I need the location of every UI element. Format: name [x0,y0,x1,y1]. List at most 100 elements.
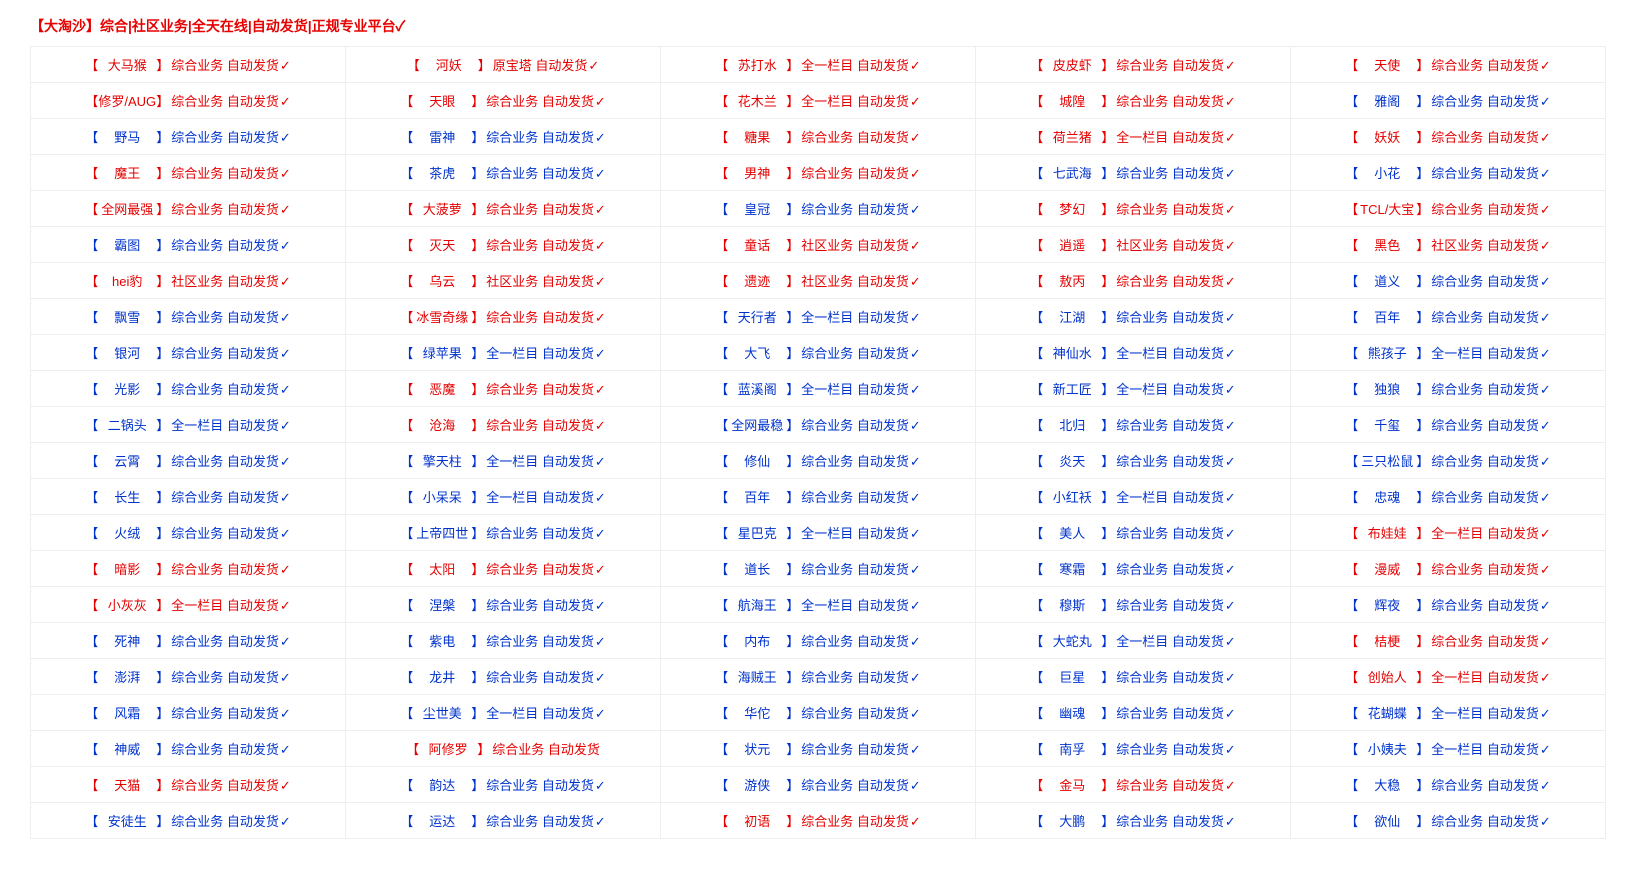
shop-link[interactable]: 【七武海】综合业务 自动发货✓ [976,155,1291,191]
shop-link[interactable]: 【道义】综合业务 自动发货✓ [1291,263,1606,299]
shop-link[interactable]: 【花木兰】全一栏目 自动发货✓ [661,83,976,119]
shop-link[interactable]: 【航海王】全一栏目 自动发货✓ [661,587,976,623]
shop-link[interactable]: 【糖果】综合业务 自动发货✓ [661,119,976,155]
shop-link[interactable]: 【hei豹】社区业务 自动发货✓ [31,263,346,299]
shop-link[interactable]: 【安徒生】综合业务 自动发货✓ [31,803,346,839]
shop-link[interactable]: 【大鹏】综合业务 自动发货✓ [976,803,1291,839]
shop-link[interactable]: 【幽魂】综合业务 自动发货✓ [976,695,1291,731]
shop-link[interactable]: 【布娃娃】全一栏目 自动发货✓ [1291,515,1606,551]
shop-link[interactable]: 【皮皮虾】综合业务 自动发货✓ [976,47,1291,83]
shop-link[interactable]: 【大蛇丸】全一栏目 自动发货✓ [976,623,1291,659]
shop-link[interactable]: 【状元】综合业务 自动发货✓ [661,731,976,767]
shop-link[interactable]: 【乌云】社区业务 自动发货✓ [346,263,661,299]
shop-link[interactable]: 【运达】综合业务 自动发货✓ [346,803,661,839]
shop-link[interactable]: 【桔梗】综合业务 自动发货✓ [1291,623,1606,659]
shop-link[interactable]: 【穆斯】综合业务 自动发货✓ [976,587,1291,623]
shop-link[interactable]: 【江湖】综合业务 自动发货✓ [976,299,1291,335]
shop-link[interactable]: 【绿苹果】全一栏目 自动发货✓ [346,335,661,371]
shop-link[interactable]: 【童话】社区业务 自动发货✓ [661,227,976,263]
shop-link[interactable]: 【神威】综合业务 自动发货✓ [31,731,346,767]
shop-link[interactable]: 【梦幻】综合业务 自动发货✓ [976,191,1291,227]
shop-link[interactable]: 【上帝四世】综合业务 自动发货✓ [346,515,661,551]
shop-link[interactable]: 【天行者】全一栏目 自动发货✓ [661,299,976,335]
shop-link[interactable]: 【修仙】综合业务 自动发货✓ [661,443,976,479]
shop-link[interactable]: 【火绒】综合业务 自动发货✓ [31,515,346,551]
shop-link[interactable]: 【忠魂】综合业务 自动发货✓ [1291,479,1606,515]
shop-link[interactable]: 【妖妖】综合业务 自动发货✓ [1291,119,1606,155]
shop-link[interactable]: 【魔王】综合业务 自动发货✓ [31,155,346,191]
shop-link[interactable]: 【北归】综合业务 自动发货✓ [976,407,1291,443]
shop-link[interactable]: 【天眼】综合业务 自动发货✓ [346,83,661,119]
shop-link[interactable]: 【百年】综合业务 自动发货✓ [1291,299,1606,335]
shop-link[interactable]: 【寒霜】综合业务 自动发货✓ [976,551,1291,587]
shop-link[interactable]: 【死神】综合业务 自动发货✓ [31,623,346,659]
shop-link[interactable]: 【炎天】综合业务 自动发货✓ [976,443,1291,479]
shop-link[interactable]: 【男神】综合业务 自动发货✓ [661,155,976,191]
shop-link[interactable]: 【天使】综合业务 自动发货✓ [1291,47,1606,83]
shop-link[interactable]: 【小灰灰】全一栏目 自动发货✓ [31,587,346,623]
shop-link[interactable]: 【暗影】综合业务 自动发货✓ [31,551,346,587]
shop-link[interactable]: 【独狼】综合业务 自动发货✓ [1291,371,1606,407]
shop-link[interactable]: 【海贼王】综合业务 自动发货✓ [661,659,976,695]
shop-link[interactable]: 【欲仙】综合业务 自动发货✓ [1291,803,1606,839]
shop-link[interactable]: 【黑色】社区业务 自动发货✓ [1291,227,1606,263]
shop-link[interactable]: 【南孚】综合业务 自动发货✓ [976,731,1291,767]
shop-link[interactable]: 【创始人】全一栏目 自动发货✓ [1291,659,1606,695]
shop-link[interactable]: 【新工匠】全一栏目 自动发货✓ [976,371,1291,407]
shop-link[interactable]: 【花蝴蝶】全一栏目 自动发货✓ [1291,695,1606,731]
shop-link[interactable]: 【敖丙】综合业务 自动发货✓ [976,263,1291,299]
shop-link[interactable]: 【沧海】综合业务 自动发货✓ [346,407,661,443]
shop-link[interactable]: 【大稳】综合业务 自动发货✓ [1291,767,1606,803]
shop-link[interactable]: 【河妖】原宝塔 自动发货✓ [346,47,661,83]
shop-link[interactable]: 【飘雪】综合业务 自动发货✓ [31,299,346,335]
shop-link[interactable]: 【内布】综合业务 自动发货✓ [661,623,976,659]
shop-link[interactable]: 【千玺】综合业务 自动发货✓ [1291,407,1606,443]
shop-link[interactable]: 【皇冠】综合业务 自动发货✓ [661,191,976,227]
shop-link[interactable]: 【金马】综合业务 自动发货✓ [976,767,1291,803]
shop-link[interactable]: 【龙井】综合业务 自动发货✓ [346,659,661,695]
shop-link[interactable]: 【大菠萝】综合业务 自动发货✓ [346,191,661,227]
shop-link[interactable]: 【云霄】综合业务 自动发货✓ [31,443,346,479]
shop-link[interactable]: 【百年】综合业务 自动发货✓ [661,479,976,515]
shop-link[interactable]: 【天猫】综合业务 自动发货✓ [31,767,346,803]
shop-link[interactable]: 【三只松鼠】综合业务 自动发货✓ [1291,443,1606,479]
shop-link[interactable]: 【TCL/大宝】综合业务 自动发货✓ [1291,191,1606,227]
shop-link[interactable]: 【银河】综合业务 自动发货✓ [31,335,346,371]
shop-link[interactable]: 【韵达】综合业务 自动发货✓ [346,767,661,803]
shop-link[interactable]: 【游侠】综合业务 自动发货✓ [661,767,976,803]
shop-link[interactable]: 【遗迹】社区业务 自动发货✓ [661,263,976,299]
shop-link[interactable]: 【太阳】综合业务 自动发货✓ [346,551,661,587]
shop-link[interactable]: 【小呆呆】全一栏目 自动发货✓ [346,479,661,515]
shop-link[interactable]: 【小姨夫】全一栏目 自动发货✓ [1291,731,1606,767]
shop-link[interactable]: 【初语】综合业务 自动发货✓ [661,803,976,839]
shop-link[interactable]: 【紫电】综合业务 自动发货✓ [346,623,661,659]
shop-link[interactable]: 【修罗/AUG】综合业务 自动发货✓ [31,83,346,119]
shop-link[interactable]: 【雅阁】综合业务 自动发货✓ [1291,83,1606,119]
shop-link[interactable]: 【熊孩子】全一栏目 自动发货✓ [1291,335,1606,371]
shop-link[interactable]: 【神仙水】全一栏目 自动发货✓ [976,335,1291,371]
shop-link[interactable]: 【小花】综合业务 自动发货✓ [1291,155,1606,191]
shop-link[interactable]: 【冰雪奇缘】综合业务 自动发货✓ [346,299,661,335]
shop-link[interactable]: 【雷神】综合业务 自动发货✓ [346,119,661,155]
shop-link[interactable]: 【涅槃】综合业务 自动发货✓ [346,587,661,623]
shop-link[interactable]: 【华佗】综合业务 自动发货✓ [661,695,976,731]
shop-link[interactable]: 【风霜】综合业务 自动发货✓ [31,695,346,731]
shop-link[interactable]: 【全网最强】综合业务 自动发货✓ [31,191,346,227]
shop-link[interactable]: 【大马猴】综合业务 自动发货✓ [31,47,346,83]
shop-link[interactable]: 【荷兰猪】全一栏目 自动发货✓ [976,119,1291,155]
shop-link[interactable]: 【道长】综合业务 自动发货✓ [661,551,976,587]
shop-link[interactable]: 【恶魔】综合业务 自动发货✓ [346,371,661,407]
shop-link[interactable]: 【霸图】综合业务 自动发货✓ [31,227,346,263]
shop-link[interactable]: 【星巴克】全一栏目 自动发货✓ [661,515,976,551]
shop-link[interactable]: 【尘世美】全一栏目 自动发货✓ [346,695,661,731]
shop-link[interactable]: 【二锅头】全一栏目 自动发货✓ [31,407,346,443]
shop-link[interactable]: 【长生】综合业务 自动发货✓ [31,479,346,515]
shop-link[interactable]: 【辉夜】综合业务 自动发货✓ [1291,587,1606,623]
shop-link[interactable]: 【擎天柱】全一栏目 自动发货✓ [346,443,661,479]
shop-link[interactable]: 【灭天】综合业务 自动发货✓ [346,227,661,263]
shop-link[interactable]: 【城隍】综合业务 自动发货✓ [976,83,1291,119]
shop-link[interactable]: 【阿修罗】综合业务 自动发货 [346,731,661,767]
shop-link[interactable]: 【小红袄】全一栏目 自动发货✓ [976,479,1291,515]
shop-link[interactable]: 【巨星】综合业务 自动发货✓ [976,659,1291,695]
shop-link[interactable]: 【美人】综合业务 自动发货✓ [976,515,1291,551]
